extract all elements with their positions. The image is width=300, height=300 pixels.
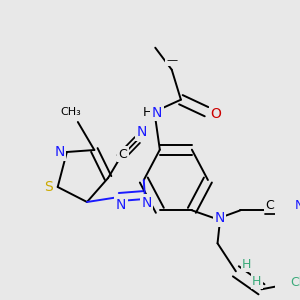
Text: N: N	[137, 125, 147, 139]
Text: O: O	[210, 107, 221, 121]
Text: N: N	[116, 198, 126, 212]
Text: N: N	[54, 145, 65, 159]
Text: CH₃: CH₃	[60, 107, 81, 117]
Text: —: —	[166, 55, 177, 65]
Text: H: H	[143, 106, 153, 119]
Text: N: N	[152, 106, 162, 120]
Text: H: H	[242, 258, 251, 271]
Text: Cl: Cl	[290, 276, 300, 289]
Text: C: C	[266, 199, 274, 212]
Text: S: S	[44, 180, 53, 194]
Text: N: N	[214, 211, 224, 225]
Text: C: C	[118, 148, 127, 160]
Text: N: N	[141, 196, 152, 210]
Text: N: N	[294, 199, 300, 212]
Text: H: H	[252, 275, 262, 288]
